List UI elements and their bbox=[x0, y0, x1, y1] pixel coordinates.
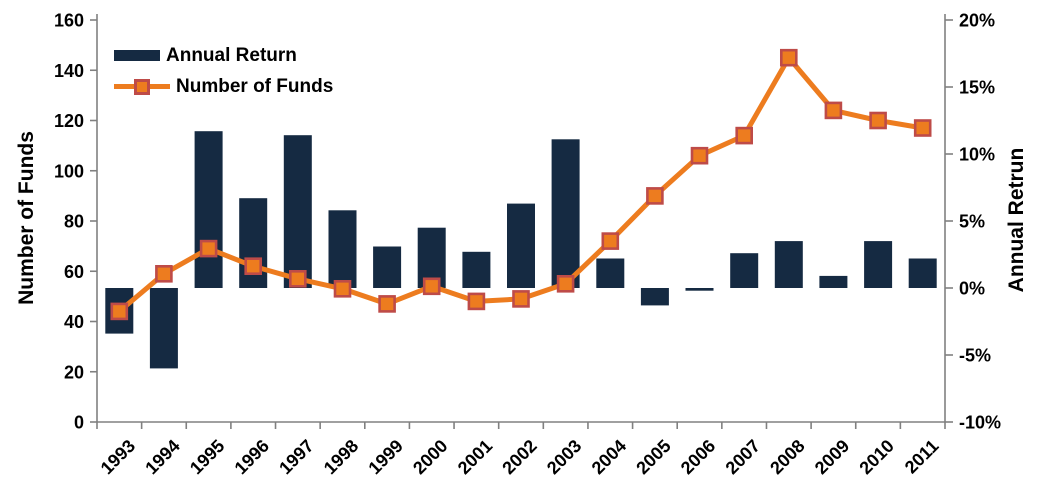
left-axis-tick-label: 140 bbox=[54, 61, 84, 81]
x-axis-tick-label: 2009 bbox=[811, 436, 853, 478]
right-axis-tick-label: 5% bbox=[959, 212, 985, 232]
right-axis-tick-label: 20% bbox=[959, 11, 995, 31]
bar-2008 bbox=[774, 241, 803, 288]
bar-2003 bbox=[551, 139, 580, 288]
x-axis-tick-label: 2003 bbox=[543, 436, 585, 478]
funds-marker-1995 bbox=[199, 239, 218, 258]
funds-marker-1999 bbox=[378, 295, 396, 313]
bar-2002 bbox=[507, 203, 535, 288]
bar-2007 bbox=[730, 253, 759, 288]
x-axis-tick-label: 2002 bbox=[498, 436, 540, 478]
bar-series-swatch-icon bbox=[114, 50, 160, 61]
bar-1998 bbox=[328, 210, 357, 288]
x-axis-tick-label: 2004 bbox=[588, 436, 630, 478]
funds-marker-2008 bbox=[779, 48, 798, 67]
funds-marker-2004 bbox=[601, 232, 620, 250]
funds-marker-2006 bbox=[690, 146, 709, 165]
funds-marker-2007 bbox=[735, 126, 754, 145]
bar-1994 bbox=[149, 288, 178, 369]
line-series-swatch-icon bbox=[114, 78, 170, 95]
x-axis-tick-label: 2011 bbox=[901, 436, 943, 478]
x-axis-tick-label: 1998 bbox=[320, 436, 362, 478]
bar-2006 bbox=[685, 288, 714, 291]
line-marker-swatch-icon bbox=[134, 78, 150, 95]
legend-label-number-of-funds: Number of Funds bbox=[176, 76, 334, 97]
right-axis-tick-label: 10% bbox=[959, 145, 995, 165]
funds-marker-1997 bbox=[288, 269, 307, 288]
x-axis-tick-label: 2006 bbox=[677, 436, 719, 478]
bar-1997 bbox=[283, 135, 312, 288]
line-number-of-funds bbox=[110, 48, 932, 321]
right-axis-tick-label: -10% bbox=[959, 413, 1001, 433]
bar-1999 bbox=[373, 246, 402, 288]
left-axis-title: Number of Funds bbox=[15, 131, 38, 305]
left-axis-tick-label: 100 bbox=[54, 161, 84, 181]
bar-2004 bbox=[596, 258, 625, 288]
funds-marker-2001 bbox=[467, 292, 486, 311]
funds-marker-1994 bbox=[155, 264, 173, 283]
x-axis-tick-label: 2005 bbox=[632, 436, 674, 478]
bar-1995 bbox=[194, 131, 223, 288]
right-axis-tick-label: -5% bbox=[959, 346, 991, 366]
left-axis-tick-label: 80 bbox=[64, 212, 84, 232]
bar-2001 bbox=[462, 251, 491, 288]
funds-marker-2003 bbox=[556, 274, 575, 293]
right-axis-tick-label: 0% bbox=[959, 279, 985, 299]
funds-marker-2009 bbox=[824, 101, 843, 120]
left-axis-tick-label: 20 bbox=[64, 362, 84, 382]
funds-marker-1993 bbox=[110, 302, 129, 321]
x-axis-tick-label: 1993 bbox=[97, 436, 139, 478]
legend: Annual Return Number of Funds bbox=[114, 42, 333, 100]
x-axis-tick-label: 1995 bbox=[186, 436, 228, 478]
right-axis-title: Annual Retrun bbox=[1005, 147, 1028, 293]
bar-2011 bbox=[908, 258, 937, 288]
funds-marker-2011 bbox=[913, 119, 932, 137]
x-axis-tick-label: 1999 bbox=[364, 436, 406, 478]
left-axis-tick-label: 160 bbox=[54, 11, 84, 31]
legend-item-annual-return: Annual Return bbox=[114, 42, 333, 69]
x-axis-tick-label: 2001 bbox=[454, 436, 496, 478]
funds-marker-2002 bbox=[512, 290, 530, 308]
x-axis-tick-label: 2007 bbox=[722, 436, 764, 478]
right-axis-tick-label: 15% bbox=[959, 78, 995, 98]
bars-annual-return bbox=[105, 131, 937, 369]
funds-marker-1998 bbox=[333, 279, 352, 298]
x-axis-tick-label: 1994 bbox=[141, 436, 183, 478]
funds-marker-2005 bbox=[646, 187, 664, 205]
x-axis-tick-label: 1997 bbox=[275, 436, 317, 478]
x-axis-tick-label: 1996 bbox=[231, 436, 273, 478]
left-axis-tick-label: 60 bbox=[64, 262, 84, 282]
legend-label-annual-return: Annual Return bbox=[166, 45, 297, 66]
x-axis-tick-label: 2000 bbox=[409, 436, 451, 478]
left-axis-tick-label: 120 bbox=[54, 111, 84, 131]
legend-item-number-of-funds: Number of Funds bbox=[114, 73, 333, 100]
left-axis-tick-label: 0 bbox=[74, 413, 84, 433]
left-axis-tick-label: 40 bbox=[64, 312, 84, 332]
funds-marker-2010 bbox=[869, 111, 887, 130]
bar-2009 bbox=[819, 275, 848, 288]
x-axis-tick-label: 2008 bbox=[766, 436, 808, 478]
funds-marker-1996 bbox=[244, 257, 262, 276]
x-axis-tick-label: 2010 bbox=[855, 436, 897, 478]
bar-2010 bbox=[864, 241, 893, 288]
bar-2005 bbox=[640, 288, 669, 306]
funds-marker-2000 bbox=[422, 277, 441, 296]
